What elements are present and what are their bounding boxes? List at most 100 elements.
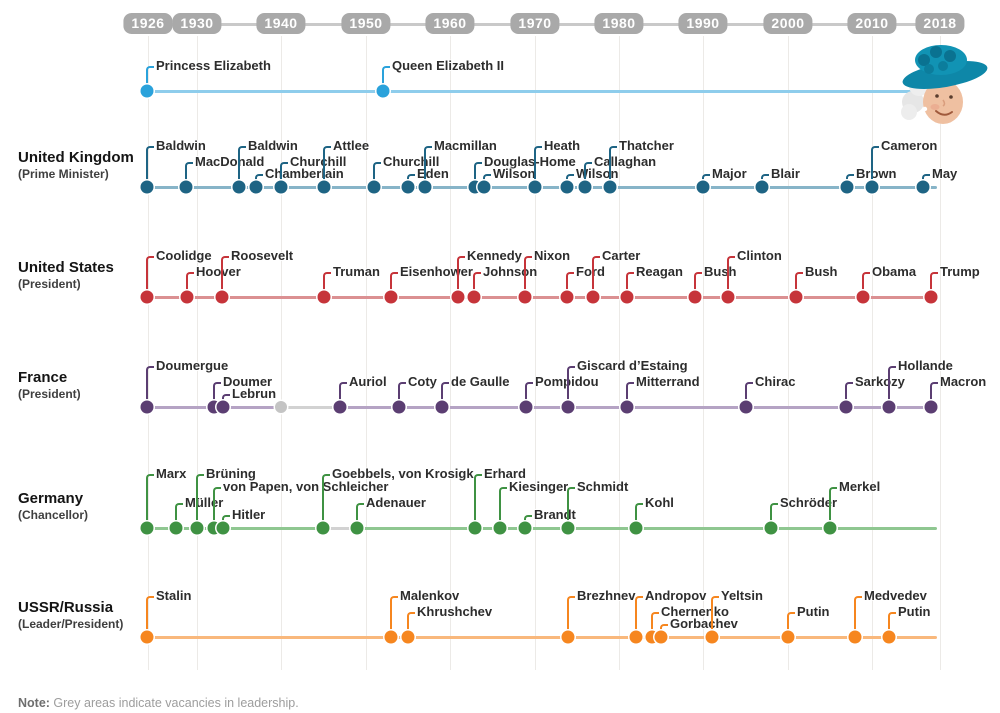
leader-label: Marx (156, 466, 187, 481)
label-connector (888, 612, 896, 638)
footnote-label: Note: (18, 695, 50, 710)
label-connector (930, 382, 938, 408)
leader-dot (384, 630, 398, 644)
label-connector (635, 596, 643, 638)
leader-label: Baldwin (248, 138, 298, 153)
leader-label: Hitler (232, 507, 266, 522)
leader-label: Brandt (534, 507, 576, 522)
leader-label: Hoover (196, 264, 241, 279)
leader-dot (561, 521, 575, 535)
leader-label: Hollande (898, 358, 953, 373)
leader-label: Trump (940, 264, 980, 279)
leader-dot (755, 180, 769, 194)
row-header-ussr: USSR/Russia (Leader/President) (18, 599, 158, 632)
label-connector (888, 366, 896, 408)
leader-dot (316, 521, 330, 535)
leader-label: Queen Elizabeth II (392, 58, 504, 73)
leader-dot (789, 290, 803, 304)
label-connector (238, 146, 246, 188)
gridline (872, 36, 873, 670)
label-connector (626, 272, 634, 298)
year-tick-label: 1970 (510, 13, 560, 34)
leader-label: Chirac (755, 374, 796, 389)
leader-dot (140, 180, 154, 194)
label-connector (407, 612, 415, 638)
gridline (940, 36, 941, 670)
leader-label: Mitterrand (636, 374, 700, 389)
row-subtitle: (President) (18, 387, 81, 401)
vacancy-segment (281, 405, 340, 409)
leader-label: Malenkov (400, 588, 460, 603)
leader-label: Eden (417, 166, 449, 181)
label-connector (213, 382, 221, 408)
leader-dot (249, 180, 263, 194)
label-connector (711, 596, 719, 638)
leader-dot (418, 180, 432, 194)
leader-dot (823, 521, 837, 535)
leader-dot (629, 630, 643, 644)
leader-label: Roosevelt (231, 248, 294, 263)
label-connector (146, 66, 154, 92)
leader-dot (392, 400, 406, 414)
leader-dot (620, 290, 634, 304)
leader-label: Brüning (206, 466, 256, 481)
leader-dot (882, 400, 896, 414)
label-connector (567, 366, 575, 408)
gridline (148, 36, 149, 670)
gridline (788, 36, 789, 670)
row-title: United Kingdom (18, 149, 134, 166)
year-tick-label: 1990 (678, 13, 728, 34)
label-connector (213, 487, 221, 529)
gridline (450, 36, 451, 670)
leader-dot (333, 400, 347, 414)
leader-dot (140, 400, 154, 414)
label-connector (474, 162, 482, 188)
leader-dot (688, 290, 702, 304)
leader-label: Bush (805, 264, 838, 279)
leader-label: Johnson (483, 264, 538, 279)
leader-dot (848, 630, 862, 644)
leader-label: Gorbachev (670, 616, 738, 631)
leader-dot (467, 290, 481, 304)
leader-dot (401, 180, 415, 194)
leader-label: Princess Elizabeth (156, 58, 271, 73)
leader-dot (180, 290, 194, 304)
row-header-germany: Germany (Chancellor) (18, 490, 158, 523)
leader-dot (781, 630, 795, 644)
leader-label: Reagan (636, 264, 683, 279)
row-title: France (18, 369, 68, 386)
leader-label: Schröder (780, 495, 838, 510)
label-connector (567, 596, 575, 638)
timeline-line (147, 405, 937, 409)
leader-label: Brown (856, 166, 897, 181)
gridline (281, 36, 282, 670)
label-connector (524, 256, 532, 298)
leader-label: Cameron (881, 138, 938, 153)
leader-dot (317, 290, 331, 304)
leader-label: Attlee (333, 138, 370, 153)
vacancy-dot (275, 401, 287, 413)
label-connector (635, 503, 643, 529)
label-connector (474, 474, 482, 529)
leader-dot (216, 400, 230, 414)
leader-label: Baldwin (156, 138, 206, 153)
leader-label: Erhard (484, 466, 526, 481)
leader-label: Doumer (223, 374, 273, 389)
leader-label: Goebbels, von Krosigk (332, 466, 474, 481)
leader-label: Sarkozy (855, 374, 905, 389)
label-connector (196, 474, 204, 529)
leader-label: Putin (797, 604, 830, 619)
leader-dot (924, 290, 938, 304)
gridline (197, 36, 198, 670)
label-connector (745, 382, 753, 408)
leader-dot (629, 521, 643, 535)
leader-label: Khrushchev (417, 604, 493, 619)
leader-label: Heath (544, 138, 581, 153)
label-connector (382, 66, 390, 92)
footnote-text: Grey areas indicate vacancies in leaders… (49, 695, 299, 710)
leader-dot (274, 180, 288, 194)
label-connector (845, 382, 853, 408)
label-connector (323, 272, 331, 298)
leader-dot (578, 180, 592, 194)
